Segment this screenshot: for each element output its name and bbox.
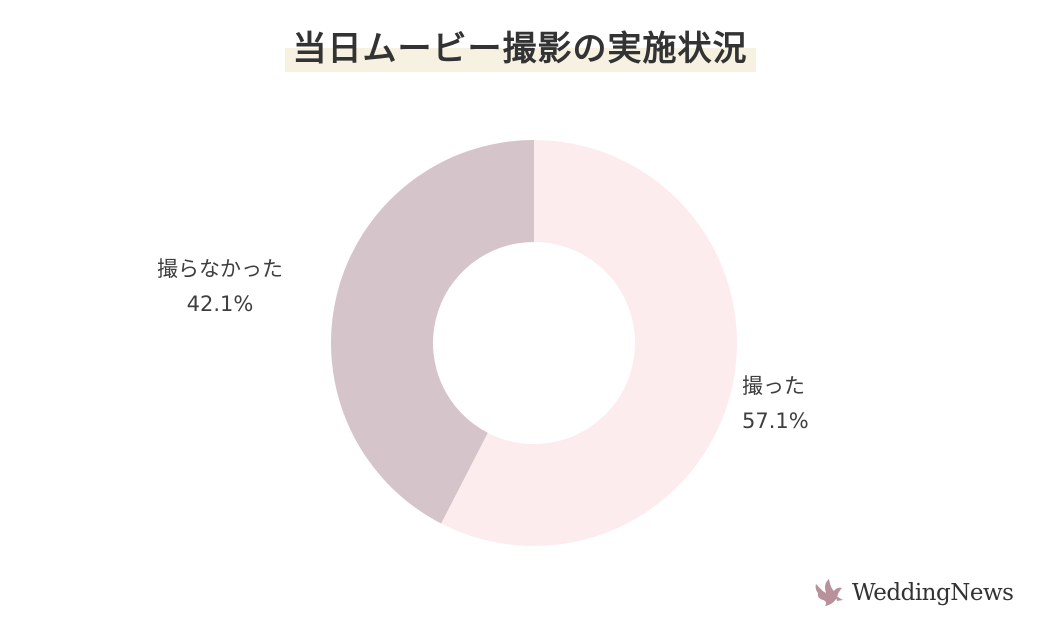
title-container: 当日ムービー撮影の実施状況 <box>0 26 1040 72</box>
chart-title: 当日ムービー撮影の実施状況 <box>284 26 756 72</box>
brand-name: WeddingNews <box>852 580 1014 606</box>
slice-0 <box>441 140 737 546</box>
dove-icon <box>815 579 843 606</box>
slice-1 <box>331 140 534 524</box>
slice-label-1: 撮らなかった <box>157 257 283 281</box>
slice-value-0: 57.1% <box>742 409 809 433</box>
brand-logo: WeddingNews <box>812 574 1014 612</box>
slice-value-1: 42.1% <box>187 292 254 316</box>
slice-label-0: 撮った <box>742 374 805 398</box>
